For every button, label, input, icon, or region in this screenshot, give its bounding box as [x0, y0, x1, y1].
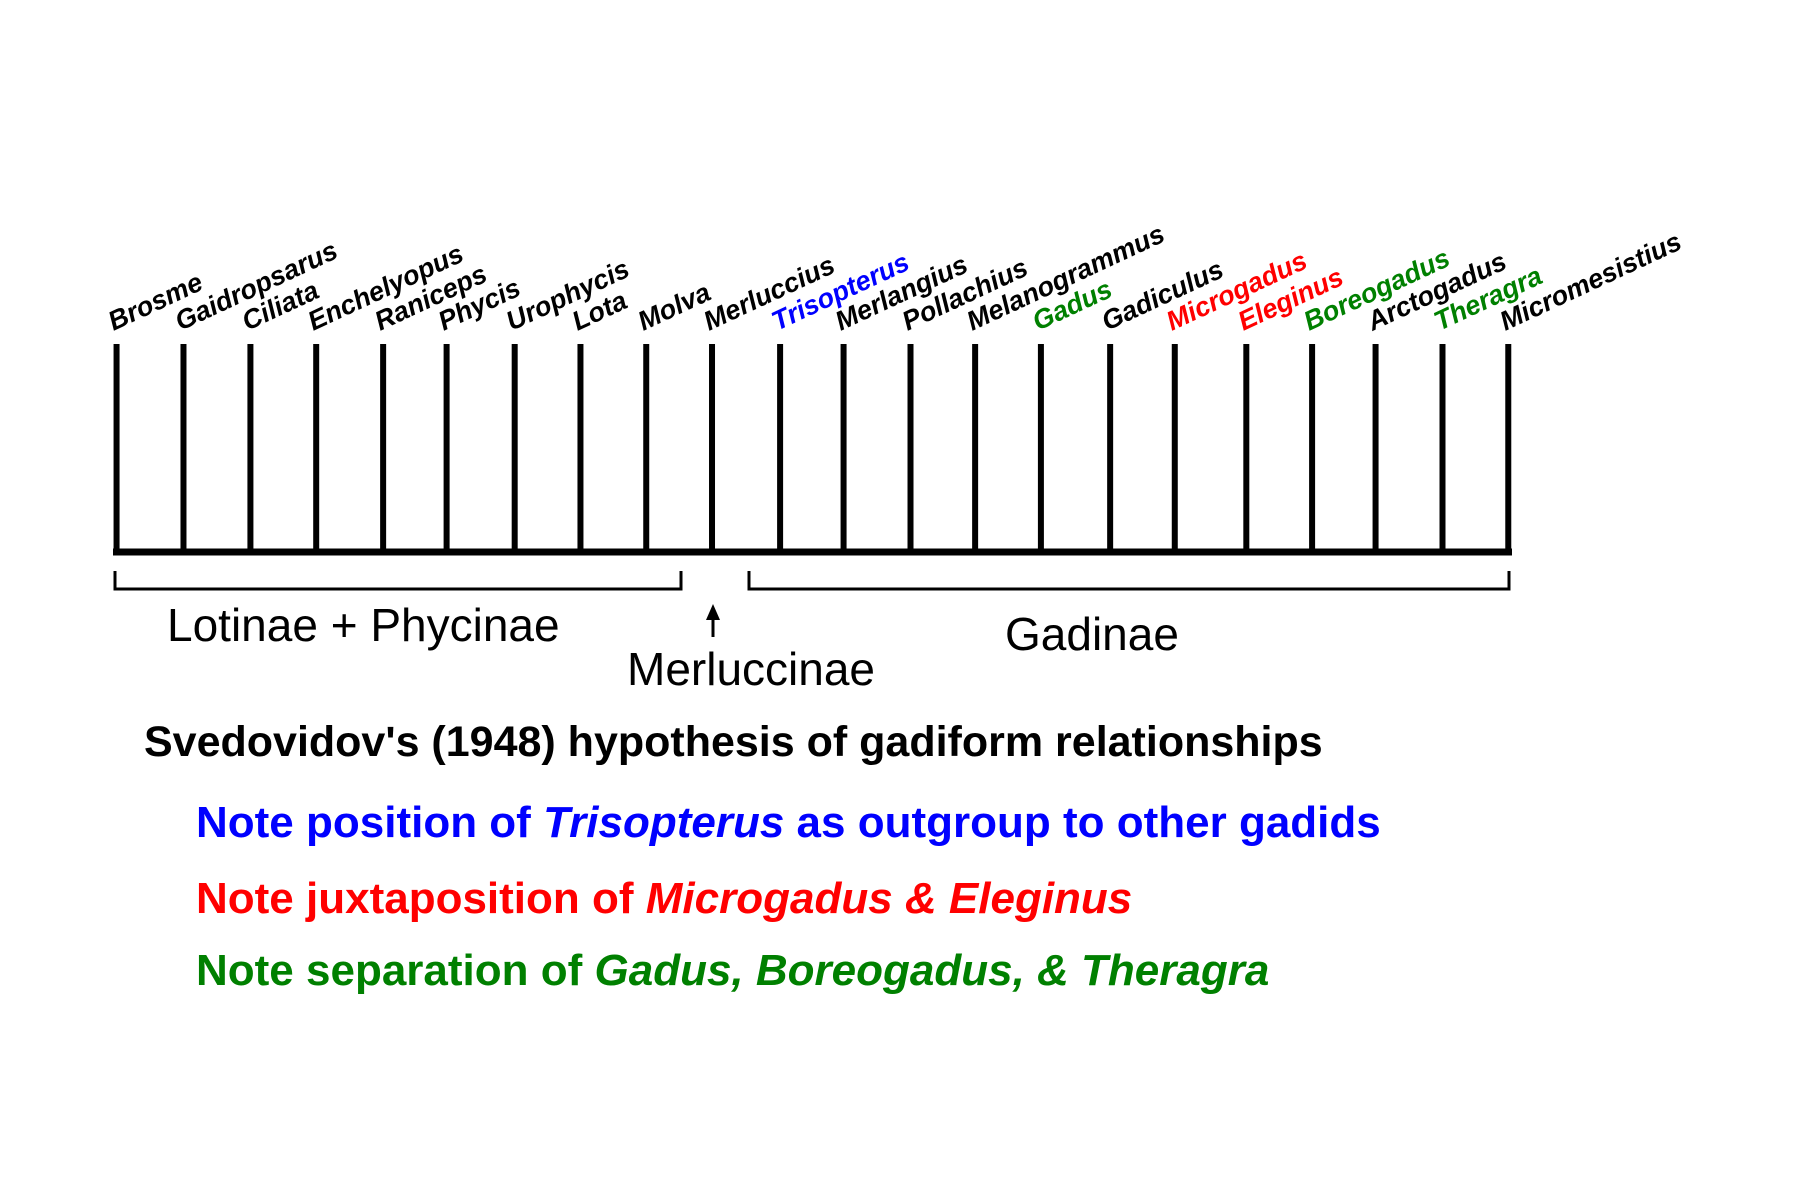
note-taxon: Trisopterus — [543, 798, 785, 847]
note-gadus-separation: Note separation of Gadus, Boreogadus, & … — [196, 946, 1269, 996]
note-trisopterus: Note position of Trisopterus as outgroup… — [196, 798, 1381, 848]
group-label-lotinae-phycinae: Lotinae + Phycinae — [167, 599, 560, 651]
group-label-merluccinae: Merluccinae — [627, 643, 875, 695]
note-microgadus-eleginus: Note juxtaposition of Microgadus & Elegi… — [196, 874, 1132, 924]
figure-title: Svedovidov's (1948) hypothesis of gadifo… — [144, 718, 1323, 766]
note-text: Note juxtaposition of — [196, 874, 646, 923]
arrow-up-icon — [706, 604, 720, 637]
group-label-gadinae: Gadinae — [1005, 608, 1179, 660]
bracket-lotinae-phycinae — [113, 571, 683, 591]
note-taxon: Microgadus & Eleginus — [645, 874, 1133, 923]
note-text: as outgroup to other gadids — [784, 798, 1381, 847]
note-text: Note separation of — [196, 946, 595, 995]
bracket-gadinae — [747, 571, 1511, 591]
note-text: Note position of — [196, 798, 544, 847]
note-taxon: Gadus, Boreogadus, & Theragra — [594, 946, 1270, 995]
